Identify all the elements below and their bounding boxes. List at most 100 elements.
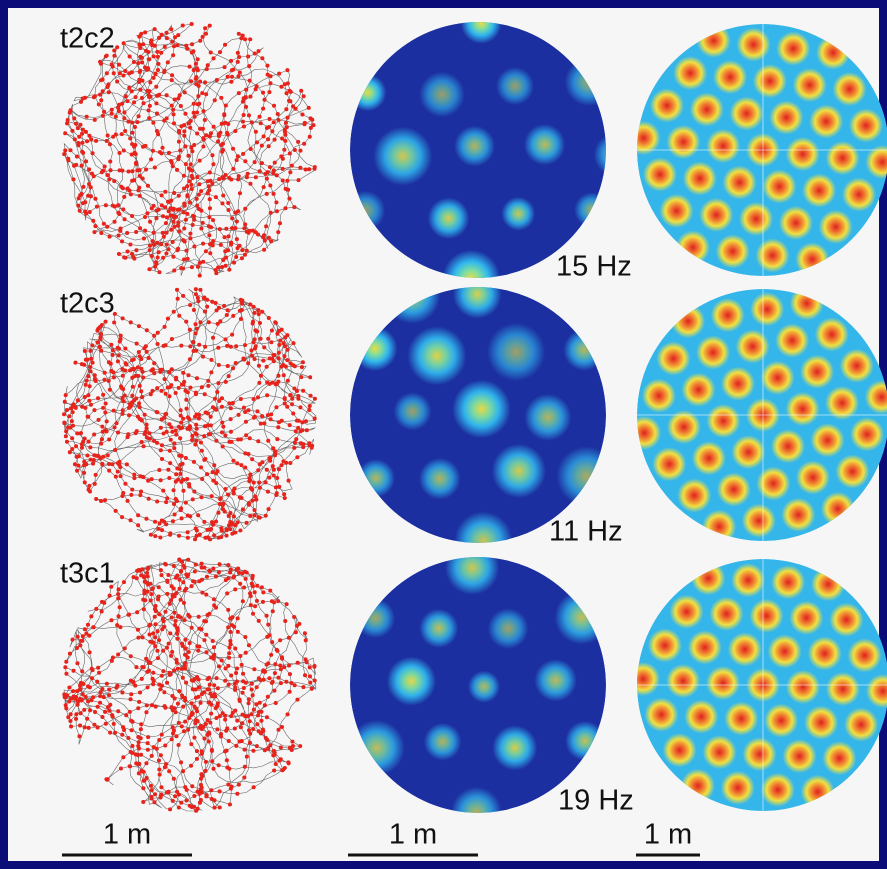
autocorrelogram [637, 289, 887, 541]
autocorr-peak [677, 478, 712, 513]
autocorr-peak [647, 628, 682, 663]
autocorr-peak [735, 329, 770, 364]
autocorr-peak [789, 600, 824, 635]
rate-field [393, 392, 432, 431]
autocorr-peak [666, 664, 701, 698]
spikes [62, 287, 317, 542]
autocorr-peak [825, 672, 860, 706]
scale-label: 1 m [644, 819, 692, 851]
autocorr-peak [785, 392, 820, 426]
rate-field [487, 608, 529, 649]
trajectory-panel [62, 557, 317, 813]
rate-field [451, 786, 502, 813]
autocorr-peak [832, 72, 867, 107]
autocorr-peak [716, 472, 751, 507]
rate-field [534, 659, 577, 702]
autocorr-peak [637, 415, 662, 450]
autocorr-peak [706, 666, 740, 700]
autocorr-peak [756, 466, 791, 501]
autocorr-peak [731, 563, 766, 598]
autocorr-peak [782, 739, 817, 774]
rate-field [492, 725, 538, 771]
autocorr-peak [659, 193, 694, 228]
autocorr-peak [865, 145, 887, 179]
rate-field [407, 326, 467, 386]
rate-field [496, 67, 534, 106]
autocorr-peak [760, 360, 795, 395]
autocorr-peak [682, 161, 717, 196]
autocorr-peak [741, 503, 776, 538]
panels [62, 22, 887, 813]
autocorr-peak [666, 125, 701, 159]
autocorr-peak [792, 68, 827, 103]
autocorr-peak [656, 341, 691, 376]
rate-field [373, 126, 433, 186]
autocorr-peak [807, 636, 842, 671]
autocorr-peak [662, 733, 697, 768]
autocorr-peak [809, 104, 844, 139]
cell-label: t2c2 [60, 23, 115, 55]
rate-field [491, 443, 546, 498]
cell-label: t3c1 [60, 558, 115, 590]
autocorr-peak [786, 670, 820, 704]
autocorr-peak [681, 372, 716, 407]
autocorr-peak [650, 88, 684, 123]
autocorr-peak [760, 772, 795, 807]
trajectory-panel [62, 287, 317, 542]
spikes [62, 22, 317, 278]
rate-map [350, 557, 606, 813]
rate-field [386, 656, 436, 706]
rate-field [454, 125, 495, 167]
autocorr-peak [691, 441, 726, 476]
scale-label: 1 m [389, 819, 437, 851]
scale-label: 1 m [103, 819, 151, 851]
autocorr-peak [736, 27, 771, 62]
trajectory-panel [62, 22, 317, 278]
autocorr-peak [785, 137, 820, 171]
autocorr-peak [637, 121, 661, 155]
autocorr-peak [689, 92, 724, 127]
autocorr-peak [842, 177, 876, 212]
autocorr-peak [673, 56, 708, 91]
autocorr-peak [696, 335, 731, 370]
rate-field [419, 457, 461, 500]
rate-field [460, 22, 502, 44]
autocorr-peak [814, 317, 849, 352]
autocorr-peak [847, 638, 882, 673]
autocorr-peak [752, 64, 787, 99]
autocorr-peak [727, 632, 762, 667]
autocorr-peak [781, 497, 816, 532]
autocorr-peak [804, 705, 839, 740]
rate-field [445, 557, 500, 595]
rate-field [454, 511, 513, 543]
rate-field [442, 249, 501, 278]
autocorr-peak [795, 460, 830, 495]
autocorr-peak [850, 417, 885, 452]
autocorr-peak [771, 565, 806, 600]
autocorr-peak [802, 173, 837, 208]
cell-label: t2c3 [60, 288, 115, 320]
peak-rate: 19 Hz [558, 785, 634, 817]
autocorr-peak [722, 165, 757, 200]
autocorr-peak [699, 197, 734, 232]
autocorr-peak [724, 701, 759, 736]
autocorr-peak [702, 735, 737, 770]
autocorr-peak [778, 205, 813, 240]
spikes [62, 557, 317, 813]
autocorr-peak [749, 598, 784, 633]
rate-field [419, 608, 459, 648]
autocorr-peak [710, 298, 745, 333]
autocorr-peak [864, 380, 887, 415]
autocorr-peak [829, 602, 864, 637]
rate-field [501, 196, 536, 231]
autocorr-peak [669, 594, 704, 629]
rate-field [524, 393, 572, 441]
autocorr-peak [818, 209, 853, 244]
autocorr-peak [643, 157, 677, 192]
autocorr-peak [742, 737, 777, 772]
autocorr-peak [739, 201, 774, 236]
autocorr-peak [750, 292, 785, 327]
rate-field [593, 133, 606, 177]
